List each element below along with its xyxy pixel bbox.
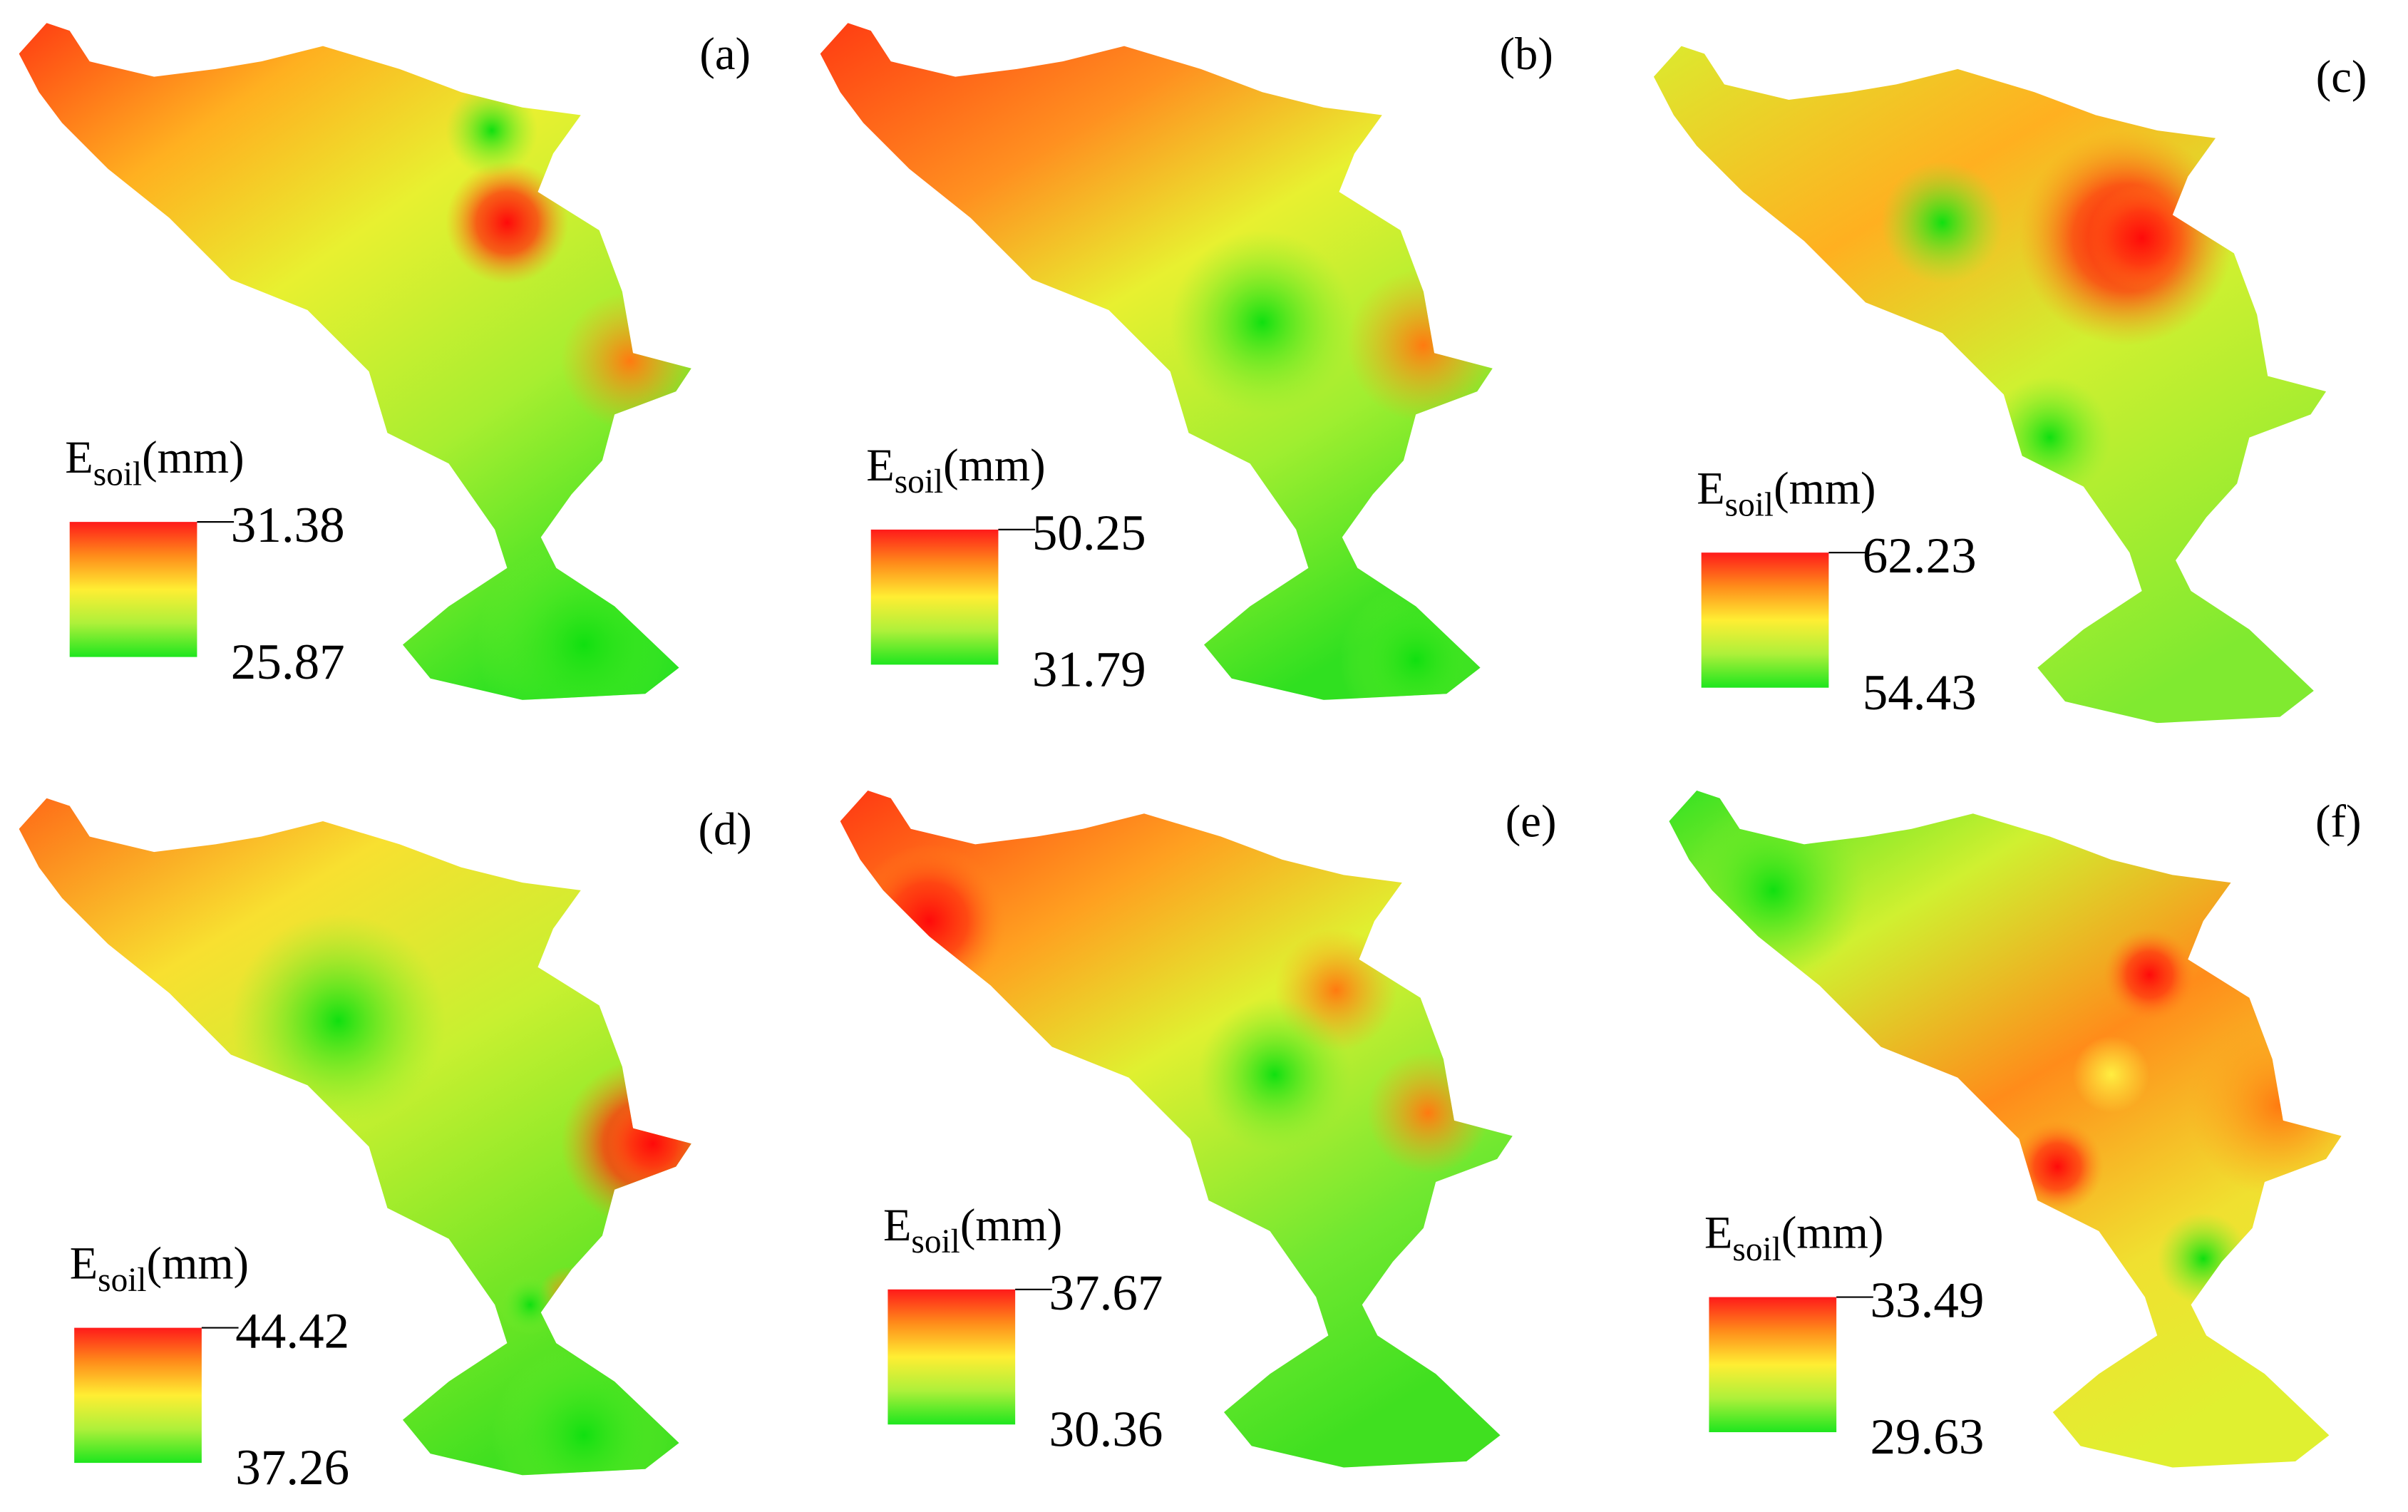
map-hotspot (560, 292, 691, 430)
legend-max: 44.42 (235, 1304, 349, 1359)
legend-unit: (mm) (142, 431, 244, 483)
legend-subscript: soil (93, 456, 142, 493)
legend-title: Esoil(mm) (1704, 1207, 1883, 1268)
map-hotspot (2103, 928, 2196, 1021)
legend-symbol: E (866, 439, 894, 490)
map-hotspot (1880, 161, 2004, 284)
map-hotspot (476, 537, 691, 700)
map-hotspot (2072, 1036, 2150, 1114)
panel-label: (f) (2315, 796, 2362, 848)
panel-label: (c) (2316, 51, 2367, 103)
legend-min: 29.63 (1871, 1409, 1985, 1465)
legend-colorbar (74, 1327, 202, 1464)
panel-label: (d) (699, 803, 752, 855)
panel-label: (b) (1500, 28, 1553, 80)
map-hotspot (446, 161, 569, 284)
legend-min: 37.26 (235, 1440, 349, 1496)
legend-unit: (mm) (943, 439, 1045, 491)
map-hotspot (607, 1097, 691, 1190)
map-hotspot (1339, 583, 1493, 700)
legend-symbol: E (65, 431, 93, 483)
map-hotspot (2157, 1213, 2250, 1305)
legend-min: 25.87 (231, 634, 345, 690)
legend-max: 37.67 (1049, 1265, 1163, 1321)
legend-subscript: soil (98, 1262, 146, 1299)
map-hotspot (1347, 268, 1493, 423)
panel-label: (a) (699, 28, 751, 80)
map-hotspot (2188, 1013, 2342, 1198)
legend-colorbar (887, 1289, 1016, 1425)
legend-min: 31.79 (1032, 642, 1146, 698)
legend-min: 30.36 (1049, 1402, 1163, 1457)
legend-unit: (mm) (1781, 1207, 1883, 1259)
legend-title: Esoil(mm) (65, 431, 244, 493)
legend-subscript: soil (895, 463, 943, 500)
map-hotspot (2011, 1120, 2104, 1213)
legend-max: 62.23 (1863, 528, 1977, 584)
legend-colorbar (69, 522, 197, 657)
legend-unit: (mm) (1774, 462, 1876, 514)
panel-label: (e) (1506, 796, 1557, 848)
map-hotspot (1988, 376, 2111, 499)
legend-max: 31.38 (231, 498, 345, 553)
legend-title: Esoil(mm) (1697, 462, 1876, 523)
legend-unit: (mm) (147, 1238, 249, 1290)
map-hotspot (1681, 798, 1866, 983)
map-hotspot (230, 913, 446, 1128)
legend-colorbar (870, 529, 999, 665)
map-hotspot (1170, 230, 1355, 415)
legend-subscript: soil (1732, 1231, 1781, 1268)
map-hotspot (1367, 1051, 1490, 1175)
legend-symbol: E (1697, 462, 1724, 513)
map-hotspot (1198, 997, 1352, 1151)
legend-symbol: E (883, 1199, 911, 1250)
legend-subscript: soil (1725, 487, 1774, 524)
map-hotspot (852, 844, 1007, 998)
legend-unit: (mm) (960, 1199, 1062, 1251)
legend-min: 54.43 (1863, 665, 1977, 721)
legend-colorbar (1701, 552, 1829, 688)
legend-title: Esoil(mm) (883, 1199, 1062, 1260)
legend-colorbar (1709, 1297, 1837, 1433)
map-hotspot (446, 84, 538, 177)
legend-title: Esoil(mm) (866, 439, 1045, 500)
legend-symbol: E (70, 1238, 98, 1289)
legend-symbol: E (1704, 1207, 1732, 1258)
map-hotspot (499, 1274, 561, 1336)
map-hotspot (2088, 184, 2196, 292)
legend-title: Esoil(mm) (70, 1238, 249, 1299)
legend-max: 50.25 (1032, 505, 1146, 561)
legend-subscript: soil (911, 1223, 959, 1260)
legend-max: 33.49 (1871, 1273, 1985, 1329)
